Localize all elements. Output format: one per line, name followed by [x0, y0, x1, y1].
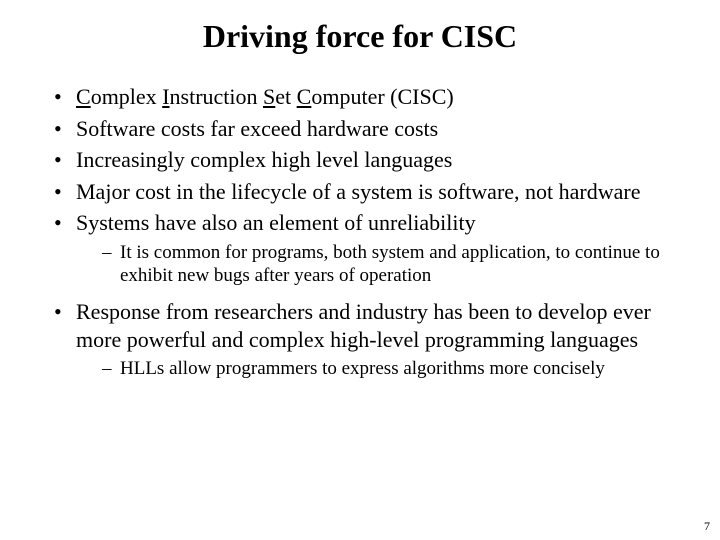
page-number: 7 [704, 519, 710, 534]
list-item: Software costs far exceed hardware costs [54, 115, 684, 143]
text-fragment: omputer (CISC) [311, 84, 453, 109]
list-item-text: Systems have also an element of unreliab… [76, 210, 476, 235]
page-title: Driving force for CISC [36, 18, 684, 55]
underlined-letter: C [76, 84, 91, 109]
list-item: Response from researchers and industry h… [54, 298, 684, 381]
underlined-letter: I [162, 84, 169, 109]
list-item: HLLs allow programmers to express algori… [102, 357, 684, 381]
text-fragment: nstruction [170, 84, 264, 109]
list-item: Major cost in the lifecycle of a system … [54, 178, 684, 206]
text-fragment: et [275, 84, 296, 109]
list-item: Systems have also an element of unreliab… [54, 209, 684, 288]
text-fragment: omplex [91, 84, 163, 109]
sub-bullet-list: It is common for programs, both system a… [76, 241, 684, 289]
list-item: Increasingly complex high level language… [54, 146, 684, 174]
sub-bullet-list: HLLs allow programmers to express algori… [76, 357, 684, 381]
underlined-letter: C [297, 84, 312, 109]
bullet-list: Complex Instruction Set Computer (CISC) … [36, 83, 684, 381]
list-item-text: Response from researchers and industry h… [76, 299, 651, 352]
list-item: It is common for programs, both system a… [102, 241, 684, 289]
slide: Driving force for CISC Complex Instructi… [0, 0, 720, 540]
underlined-letter: S [263, 84, 275, 109]
list-item: Complex Instruction Set Computer (CISC) [54, 83, 684, 111]
